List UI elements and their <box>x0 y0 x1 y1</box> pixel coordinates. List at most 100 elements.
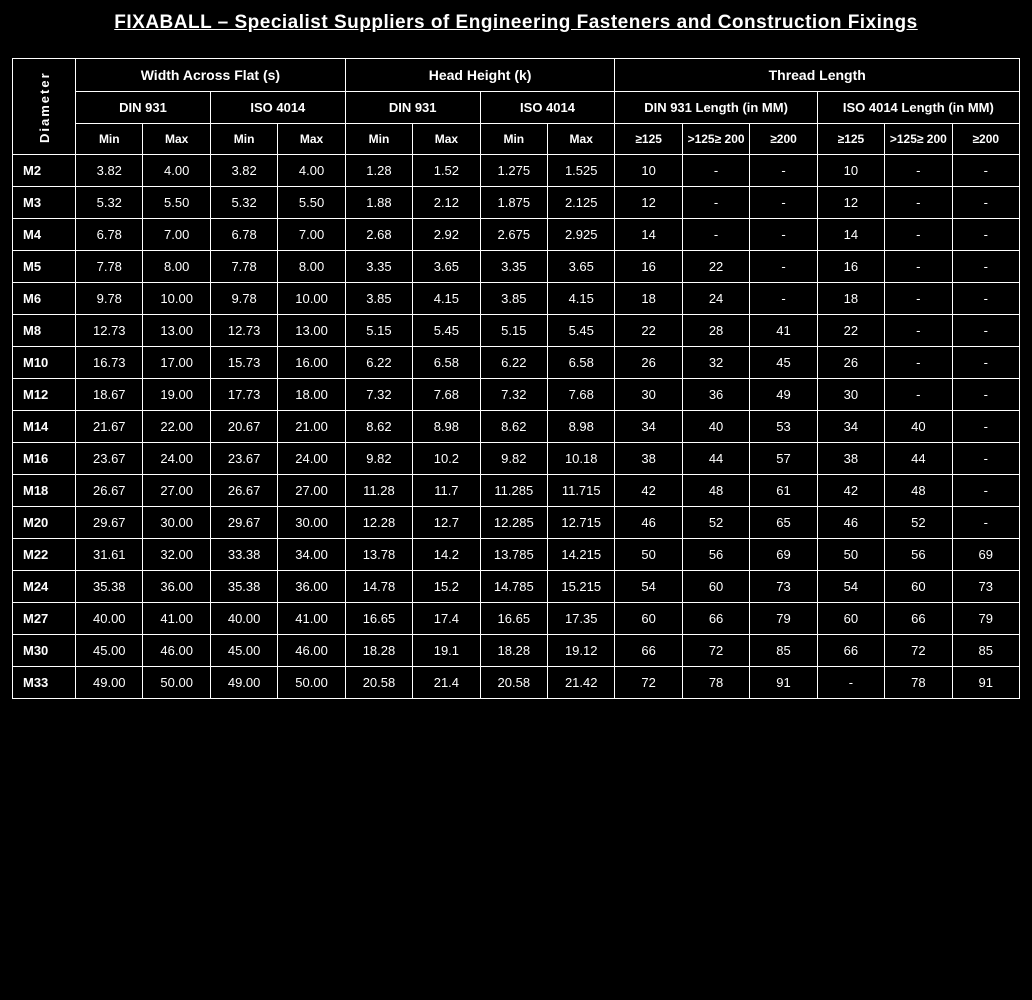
data-cell: 7.32 <box>480 379 547 411</box>
data-cell: 45.00 <box>210 635 277 667</box>
table-row: M2231.6132.0033.3834.0013.7814.213.78514… <box>13 539 1020 571</box>
data-cell: 65 <box>750 507 817 539</box>
data-cell: 10 <box>817 155 884 187</box>
data-cell: 7.32 <box>345 379 412 411</box>
data-cell: 14.2 <box>413 539 480 571</box>
data-cell: 22.00 <box>143 411 210 443</box>
data-cell: 48 <box>682 475 749 507</box>
data-cell: 44 <box>682 443 749 475</box>
data-cell: 10.18 <box>548 443 615 475</box>
table-row: M1016.7317.0015.7316.006.226.586.226.582… <box>13 347 1020 379</box>
data-cell: - <box>952 507 1019 539</box>
data-cell: 2.925 <box>548 219 615 251</box>
table-row: M57.788.007.788.003.353.653.353.651622-1… <box>13 251 1020 283</box>
data-cell: - <box>885 155 952 187</box>
table-body: M23.824.003.824.001.281.521.2751.52510--… <box>13 155 1020 699</box>
data-cell: 24 <box>682 283 749 315</box>
data-cell: 52 <box>682 507 749 539</box>
data-cell: - <box>885 219 952 251</box>
data-cell: 42 <box>817 475 884 507</box>
data-cell: 7.78 <box>76 251 143 283</box>
data-cell: 5.15 <box>345 315 412 347</box>
data-cell: 34 <box>817 411 884 443</box>
data-cell: - <box>682 219 749 251</box>
column-header: ≥125 <box>817 124 884 155</box>
data-cell: - <box>750 187 817 219</box>
data-cell: 15.2 <box>413 571 480 603</box>
data-cell: 1.525 <box>548 155 615 187</box>
data-cell: - <box>952 475 1019 507</box>
data-cell: 3.65 <box>413 251 480 283</box>
data-cell: 10 <box>615 155 682 187</box>
data-cell: 11.28 <box>345 475 412 507</box>
data-cell: 18.00 <box>278 379 345 411</box>
data-cell: - <box>952 283 1019 315</box>
column-header: Min <box>480 124 547 155</box>
data-cell: 17.35 <box>548 603 615 635</box>
data-cell: 13.78 <box>345 539 412 571</box>
data-cell: 12.28 <box>345 507 412 539</box>
data-cell: 31.61 <box>76 539 143 571</box>
data-cell: 85 <box>750 635 817 667</box>
table-row: M23.824.003.824.001.281.521.2751.52510--… <box>13 155 1020 187</box>
data-cell: 20.58 <box>480 667 547 699</box>
data-cell: 21.4 <box>413 667 480 699</box>
data-cell: 33.38 <box>210 539 277 571</box>
data-cell: 50 <box>817 539 884 571</box>
data-cell: 38 <box>817 443 884 475</box>
data-cell: 66 <box>615 635 682 667</box>
data-cell: 69 <box>750 539 817 571</box>
table-row: M1218.6719.0017.7318.007.327.687.327.683… <box>13 379 1020 411</box>
data-cell: 49.00 <box>76 667 143 699</box>
data-cell: 1.28 <box>345 155 412 187</box>
data-cell: 5.45 <box>548 315 615 347</box>
data-cell: 14 <box>817 219 884 251</box>
data-cell: 16 <box>615 251 682 283</box>
data-cell: 48 <box>885 475 952 507</box>
table-row: M3045.0046.0045.0046.0018.2819.118.2819.… <box>13 635 1020 667</box>
data-cell: - <box>952 219 1019 251</box>
data-cell: 46.00 <box>143 635 210 667</box>
table-row: M2435.3836.0035.3836.0014.7815.214.78515… <box>13 571 1020 603</box>
data-cell: 20.58 <box>345 667 412 699</box>
data-cell: 8.62 <box>345 411 412 443</box>
data-cell: 72 <box>885 635 952 667</box>
diameter-header: Diameter <box>13 59 76 155</box>
data-cell: 50.00 <box>143 667 210 699</box>
data-cell: 40.00 <box>210 603 277 635</box>
data-cell: 72 <box>615 667 682 699</box>
diameter-cell: M33 <box>13 667 76 699</box>
data-cell: 29.67 <box>210 507 277 539</box>
data-cell: 10.2 <box>413 443 480 475</box>
data-cell: 6.58 <box>413 347 480 379</box>
data-cell: 9.82 <box>345 443 412 475</box>
data-cell: 4.00 <box>278 155 345 187</box>
data-cell: 2.68 <box>345 219 412 251</box>
data-cell: 46 <box>615 507 682 539</box>
data-cell: 2.92 <box>413 219 480 251</box>
data-cell: 8.00 <box>143 251 210 283</box>
data-cell: 11.7 <box>413 475 480 507</box>
data-cell: 1.275 <box>480 155 547 187</box>
data-cell: 45 <box>750 347 817 379</box>
data-cell: 21.67 <box>76 411 143 443</box>
data-cell: 30 <box>817 379 884 411</box>
specifications-table: DiameterWidth Across Flat (s)Head Height… <box>12 58 1020 699</box>
data-cell: 60 <box>682 571 749 603</box>
data-cell: 18.28 <box>480 635 547 667</box>
column-header: ≥200 <box>750 124 817 155</box>
data-cell: 9.78 <box>76 283 143 315</box>
data-cell: 56 <box>682 539 749 571</box>
data-cell: 5.50 <box>143 187 210 219</box>
data-cell: 5.32 <box>210 187 277 219</box>
group-header: Thread Length <box>615 59 1020 92</box>
column-header: >125≥ 200 <box>682 124 749 155</box>
diameter-cell: M30 <box>13 635 76 667</box>
data-cell: 13.00 <box>278 315 345 347</box>
data-cell: 4.00 <box>143 155 210 187</box>
data-cell: 13.785 <box>480 539 547 571</box>
data-cell: 14.215 <box>548 539 615 571</box>
data-cell: 52 <box>885 507 952 539</box>
data-cell: 66 <box>885 603 952 635</box>
data-cell: 8.98 <box>413 411 480 443</box>
